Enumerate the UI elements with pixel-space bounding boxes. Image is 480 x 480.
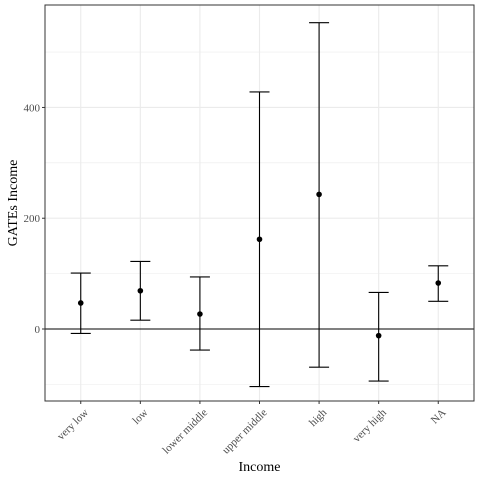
estimate-point <box>375 332 382 339</box>
estimate-point <box>77 300 84 306</box>
x-axis-title: Income <box>239 460 281 475</box>
errorbar-low <box>130 260 151 321</box>
estimate-point <box>197 311 203 317</box>
estimate-point <box>137 287 144 294</box>
y-axis-title: GATEs Income <box>6 160 21 247</box>
errorbar-upper-middle <box>249 91 270 388</box>
errorbar-high <box>309 22 330 368</box>
errorbar-very-low <box>70 272 91 334</box>
y-axis: 0 200 400 <box>24 102 45 336</box>
errorbar-very-high <box>368 291 389 382</box>
y-tick-label: 400 <box>24 102 41 114</box>
errorbar-na <box>428 265 449 302</box>
error-bars <box>70 22 449 388</box>
estimate-point <box>316 191 322 198</box>
estimate-point <box>256 236 263 243</box>
y-tick-label: 0 <box>35 324 41 336</box>
y-tick-label: 200 <box>24 213 41 225</box>
estimate-point <box>435 280 442 286</box>
errorbar-lower-middle <box>189 276 210 351</box>
